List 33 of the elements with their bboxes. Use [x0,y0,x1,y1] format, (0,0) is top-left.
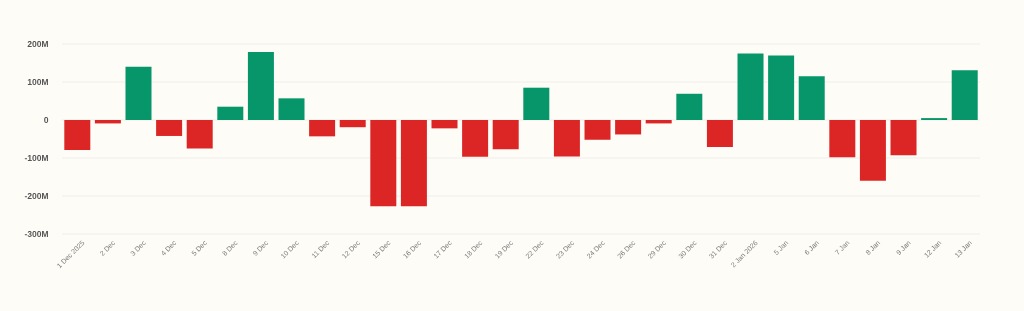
y-tick-label: 100M [27,79,48,85]
bar [400,120,427,207]
bar [951,70,978,120]
y-tick-label: -100M [24,155,48,161]
bar [309,120,336,137]
bar [125,66,152,120]
bar [431,120,458,129]
bar [768,55,795,120]
bar [584,120,611,140]
bar [64,120,91,151]
bar [247,51,274,120]
y-tick-label: -300M [24,231,48,237]
y-tick-label: 200M [27,41,48,47]
bar [370,120,397,207]
bar [737,53,764,120]
bar [615,120,642,135]
bar [798,76,825,120]
bar [217,106,244,120]
bar [492,120,519,150]
y-tick-label: 0 [44,117,49,123]
bar [462,120,489,157]
bar [156,120,183,136]
bar [523,87,550,120]
y-tick-label: -200M [24,193,48,199]
bar [186,120,213,149]
bar [676,93,703,120]
bar [890,120,917,156]
bar [706,120,733,147]
bar [278,98,305,120]
bar [859,120,886,181]
bar [829,120,856,158]
bar [553,120,580,157]
bar [339,120,366,128]
